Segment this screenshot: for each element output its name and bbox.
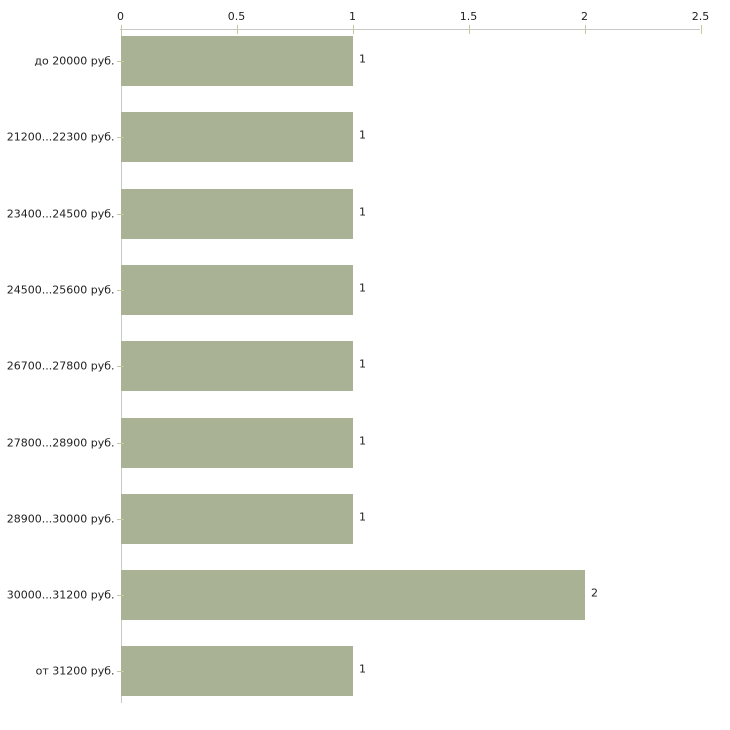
y-axis-tick	[117, 137, 124, 139]
x-axis-tick-label: 0.5	[227, 10, 246, 23]
category-label: 24500...25600 руб.	[6, 283, 115, 297]
category-label: 23400...24500 руб.	[6, 207, 115, 221]
bar	[121, 570, 585, 621]
category-label: 21200...22300 руб.	[6, 130, 115, 144]
bar-value-label: 1	[359, 662, 366, 676]
y-axis-tick	[117, 442, 124, 444]
x-axis-tick-label: 2	[581, 10, 588, 23]
bar-value-label: 1	[359, 52, 366, 66]
x-axis-tick	[468, 25, 470, 34]
y-axis-tick	[117, 61, 124, 62]
category-label: до 20000 руб.	[34, 54, 115, 68]
y-axis-tick	[117, 366, 124, 368]
x-axis-tick	[352, 25, 354, 34]
bar	[121, 341, 353, 392]
bar-value-label: 1	[359, 434, 366, 447]
bar-value-label: 1	[359, 128, 366, 142]
bar-value-label: 1	[359, 205, 366, 219]
bar-value-label: 1	[359, 281, 366, 295]
y-axis-tick	[117, 518, 124, 520]
bar	[121, 112, 353, 163]
x-axis-tick-label: 1	[349, 10, 356, 23]
category-label: от 31200 руб.	[35, 664, 115, 678]
bar-value-label: 1	[359, 357, 366, 371]
bar	[121, 417, 353, 468]
x-axis-tick-label: 2.5	[691, 10, 710, 23]
x-axis-tick	[236, 25, 238, 34]
bar	[121, 188, 353, 239]
x-axis-tick-label: 0	[117, 10, 124, 23]
y-axis-tick	[117, 213, 124, 215]
y-axis-tick	[117, 289, 124, 291]
bar	[121, 36, 353, 86]
y-axis-tick	[117, 595, 124, 597]
bar	[121, 493, 353, 544]
bar	[121, 646, 353, 697]
y-axis-tick	[117, 671, 124, 673]
category-label: 30000...31200 руб.	[6, 588, 115, 602]
category-label: 26700...27800 руб.	[6, 359, 115, 373]
x-axis-tick	[120, 25, 122, 34]
bar-value-label: 2	[591, 586, 598, 600]
x-axis-tick	[700, 25, 702, 34]
x-axis-tick-label: 1.5	[459, 10, 478, 23]
x-axis-tick	[584, 25, 586, 34]
category-label: 27800...28900 руб.	[6, 436, 115, 449]
bar-value-label: 1	[359, 510, 366, 524]
x-axis-line	[120, 29, 700, 30]
category-label: 28900...30000 руб.	[6, 512, 115, 526]
bar	[121, 264, 353, 315]
